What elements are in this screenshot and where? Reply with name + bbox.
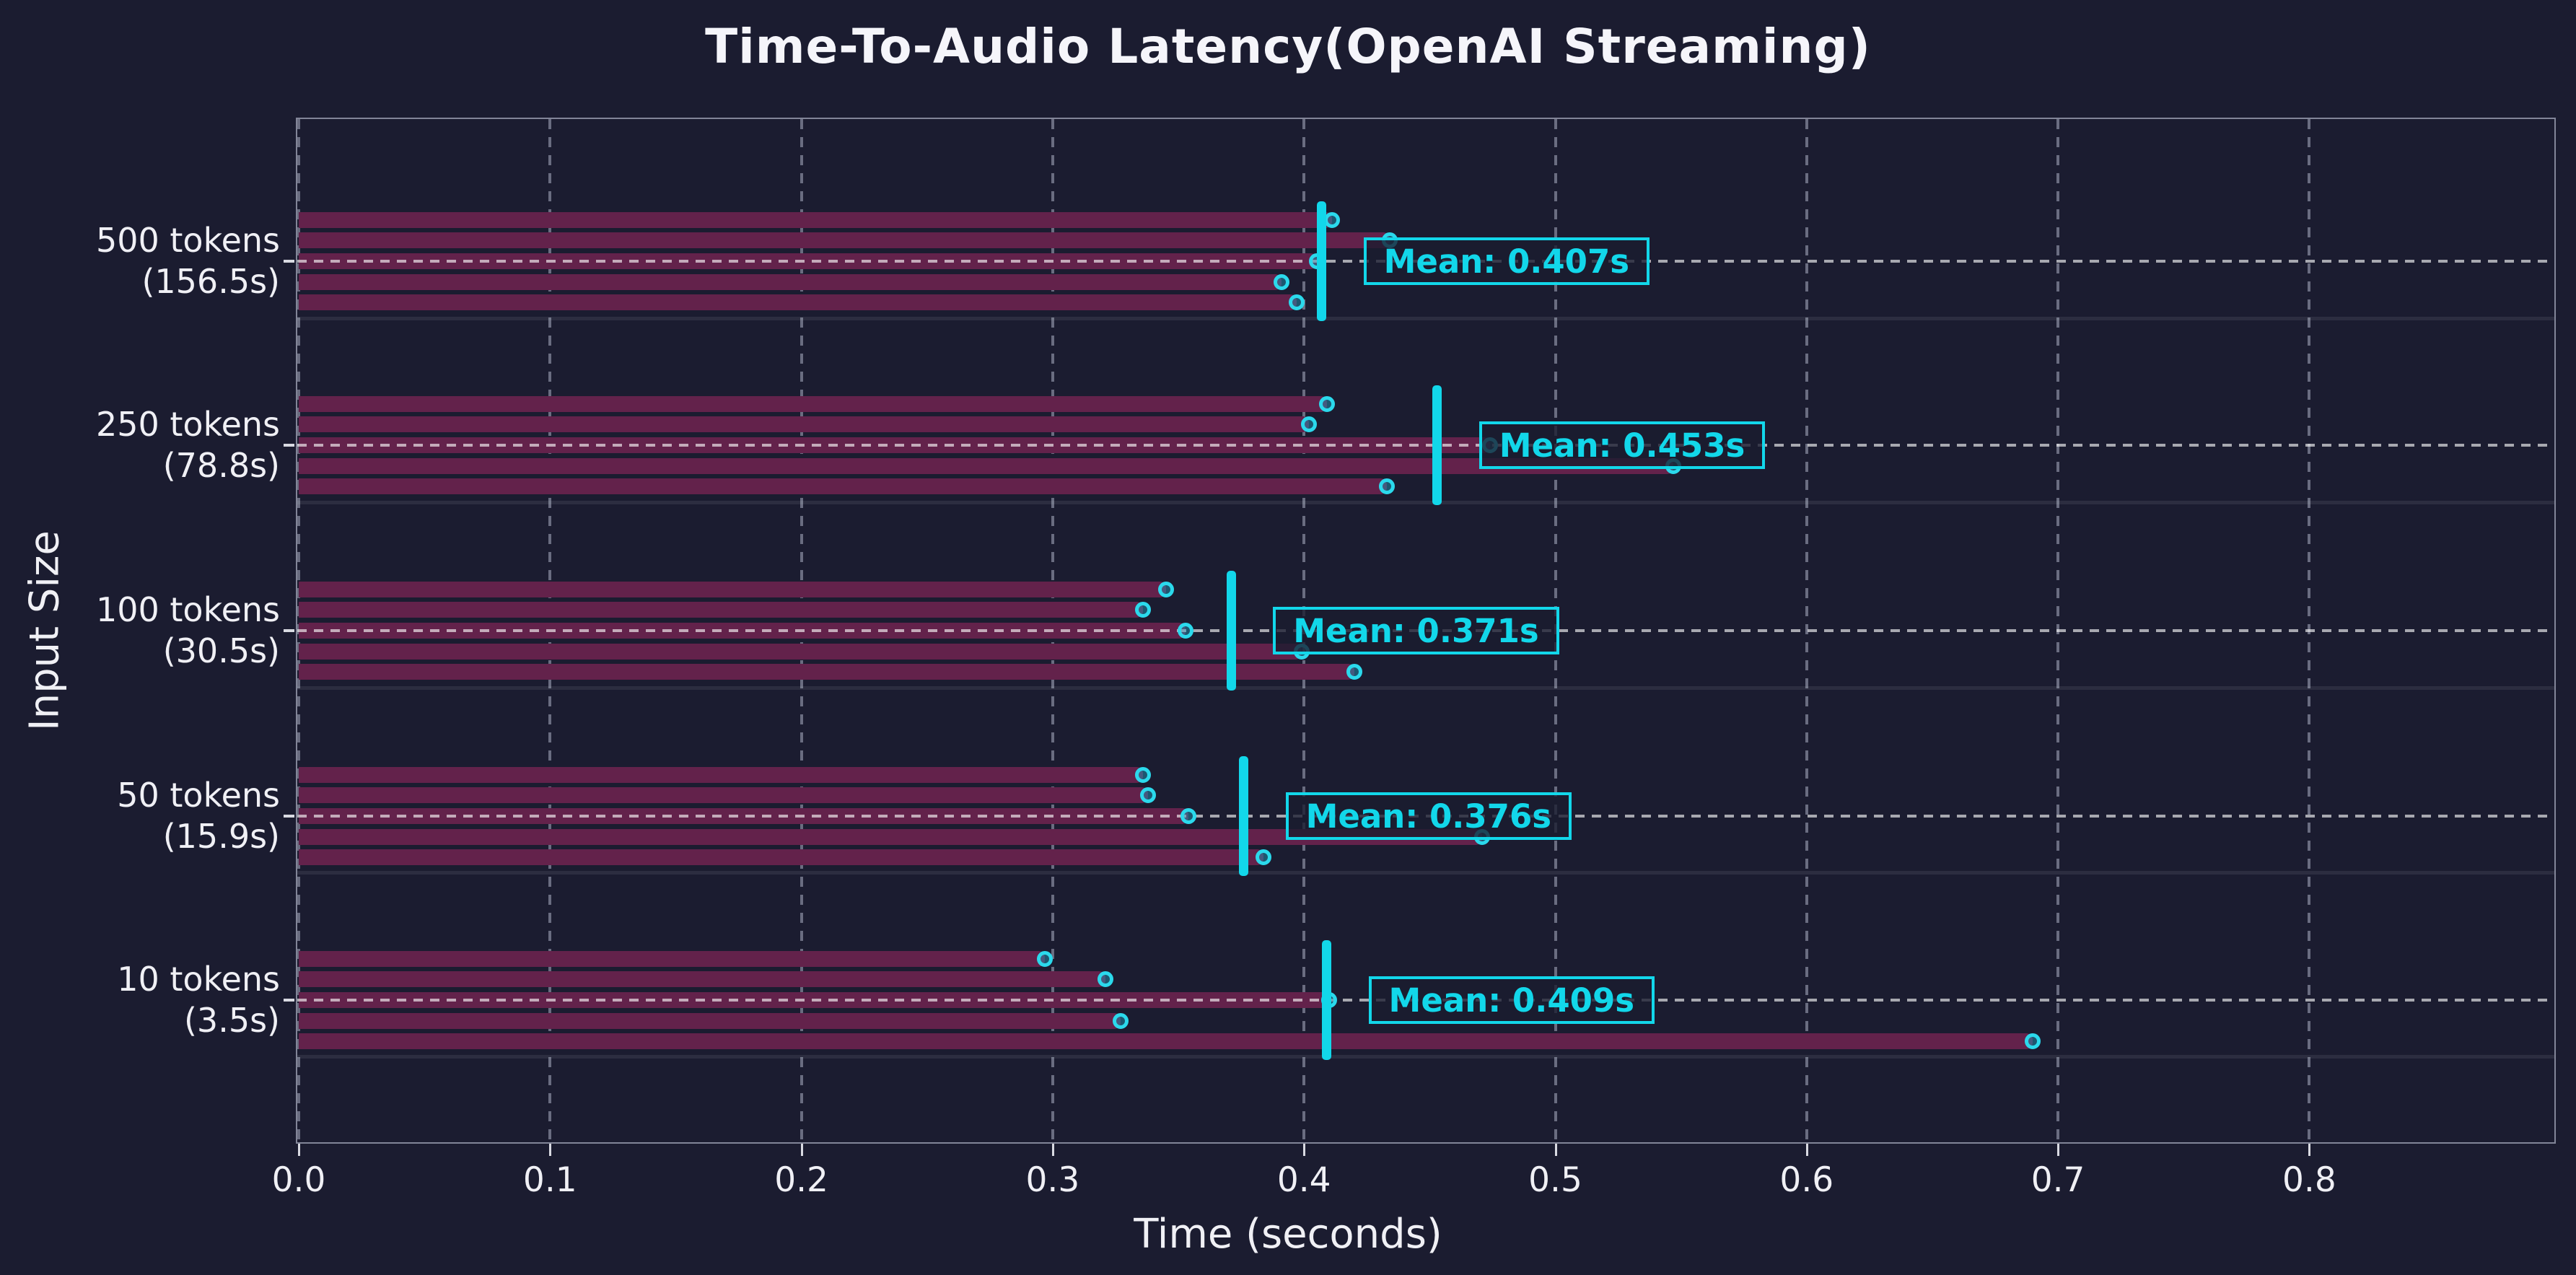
y-tick-label-tokens: 500 tokens bbox=[95, 221, 280, 260]
x-tick-mark bbox=[800, 1144, 803, 1156]
bar-run bbox=[299, 416, 1310, 433]
bar-run bbox=[299, 664, 1354, 680]
mean-label: Mean: 0.409s bbox=[1368, 976, 1655, 1024]
bar-run bbox=[299, 273, 1282, 290]
y-tick-label: 250 tokens (78.8s) bbox=[0, 404, 280, 486]
bar-run bbox=[299, 294, 1297, 311]
x-tick-label: 0.7 bbox=[2030, 1160, 2085, 1200]
bar-run bbox=[299, 849, 1264, 866]
x-tick-mark bbox=[1051, 1144, 1054, 1156]
mean-line bbox=[1226, 571, 1236, 691]
bar-run bbox=[299, 581, 1166, 597]
y-tick-label-tokens: 100 tokens bbox=[95, 590, 280, 629]
run-endpoint-dot bbox=[1178, 623, 1194, 639]
y-tick-mark bbox=[284, 629, 294, 632]
run-endpoint-dot bbox=[1112, 1012, 1129, 1029]
y-tick-label-duration: (78.8s) bbox=[162, 446, 280, 485]
bar-run bbox=[299, 478, 1388, 495]
run-endpoint-dot bbox=[1157, 581, 1174, 597]
x-tick-mark bbox=[1805, 1144, 1808, 1156]
mean-label: Mean: 0.371s bbox=[1273, 607, 1559, 654]
mean-line bbox=[1317, 201, 1327, 321]
run-endpoint-dot bbox=[1098, 971, 1114, 988]
bar-run bbox=[299, 1033, 2033, 1050]
x-tick-mark bbox=[2057, 1144, 2060, 1156]
x-tick-label: 0.2 bbox=[774, 1160, 828, 1200]
y-tick-label-duration: (3.5s) bbox=[183, 1001, 280, 1040]
x-tick-label: 0.1 bbox=[522, 1160, 577, 1200]
mean-label: Mean: 0.376s bbox=[1285, 792, 1572, 840]
x-tick-label: 0.8 bbox=[2282, 1160, 2336, 1200]
y-tick-label: 50 tokens (15.9s) bbox=[0, 775, 280, 857]
x-tick-mark bbox=[2308, 1144, 2311, 1156]
run-endpoint-dot bbox=[1037, 950, 1053, 967]
mean-line bbox=[1322, 940, 1332, 1060]
run-endpoint-dot bbox=[1135, 602, 1152, 618]
y-tick-label-tokens: 50 tokens bbox=[117, 776, 280, 815]
x-tick-mark bbox=[298, 1144, 300, 1156]
run-endpoint-dot bbox=[1140, 787, 1157, 804]
run-endpoint-dot bbox=[2025, 1033, 2041, 1050]
x-tick-label: 0.6 bbox=[1779, 1160, 1834, 1200]
y-tick-label-tokens: 250 tokens bbox=[95, 405, 280, 444]
bar-run bbox=[299, 232, 1390, 249]
run-endpoint-dot bbox=[1135, 766, 1152, 783]
bar-run bbox=[299, 787, 1149, 804]
bar-run bbox=[299, 457, 1674, 474]
row-separator-line bbox=[297, 686, 2554, 690]
y-tick-mark bbox=[284, 999, 294, 1002]
bar-run bbox=[299, 766, 1144, 783]
run-endpoint-dot bbox=[1288, 294, 1305, 311]
y-tick-mark bbox=[284, 815, 294, 818]
run-endpoint-dot bbox=[1273, 273, 1289, 290]
bar-run bbox=[299, 950, 1046, 967]
run-endpoint-dot bbox=[1301, 416, 1318, 433]
mean-label: Mean: 0.407s bbox=[1363, 237, 1650, 285]
x-tick-mark bbox=[549, 1144, 552, 1156]
y-tick-label: 500 tokens (156.5s) bbox=[0, 220, 280, 302]
row-separator-line bbox=[297, 871, 2554, 875]
x-tick-mark bbox=[1303, 1144, 1306, 1156]
bar-run bbox=[299, 395, 1327, 412]
y-tick-label: 10 tokens (3.5s) bbox=[0, 959, 280, 1041]
x-tick-label: 0.4 bbox=[1276, 1160, 1331, 1200]
mean-line bbox=[1239, 756, 1249, 876]
x-tick-label: 0.3 bbox=[1025, 1160, 1080, 1200]
row-separator-line bbox=[297, 317, 2554, 320]
run-endpoint-dot bbox=[1180, 808, 1196, 824]
bar-run bbox=[299, 211, 1332, 228]
x-tick-label: 0.5 bbox=[1528, 1160, 1582, 1200]
y-tick-mark bbox=[284, 260, 294, 263]
bar-run bbox=[299, 971, 1106, 988]
row-separator-line bbox=[297, 1055, 2554, 1059]
y-tick-label: 100 tokens (30.5s) bbox=[0, 590, 280, 672]
y-tick-label-duration: (15.9s) bbox=[162, 817, 280, 856]
run-endpoint-dot bbox=[1379, 478, 1396, 495]
y-tick-label-duration: (30.5s) bbox=[162, 631, 280, 670]
bar-run bbox=[299, 828, 1483, 845]
mean-line bbox=[1432, 385, 1442, 505]
category-dashed-line bbox=[297, 444, 2554, 447]
mean-label: Mean: 0.453s bbox=[1478, 421, 1766, 469]
bar-run bbox=[299, 602, 1144, 618]
run-endpoint-dot bbox=[1318, 395, 1335, 412]
row-separator-line bbox=[297, 501, 2554, 504]
y-tick-label-duration: (156.5s) bbox=[141, 262, 280, 301]
run-endpoint-dot bbox=[1346, 664, 1362, 680]
bar-run bbox=[299, 643, 1302, 660]
x-tick-mark bbox=[1554, 1144, 1557, 1156]
plot-area: Mean: 0.407s Mean: 0.453s Mean: 0.371s Mean… bbox=[296, 118, 2556, 1144]
y-tick-mark bbox=[284, 444, 294, 447]
bar-run bbox=[299, 1012, 1121, 1029]
x-tick-label: 0.0 bbox=[271, 1160, 326, 1200]
x-axis-title: Time (seconds) bbox=[1134, 1211, 1442, 1258]
y-tick-label-tokens: 10 tokens bbox=[117, 960, 280, 999]
run-endpoint-dot bbox=[1256, 849, 1272, 866]
chart-title: Time-To-Audio Latency(OpenAI Streaming) bbox=[705, 19, 1871, 74]
